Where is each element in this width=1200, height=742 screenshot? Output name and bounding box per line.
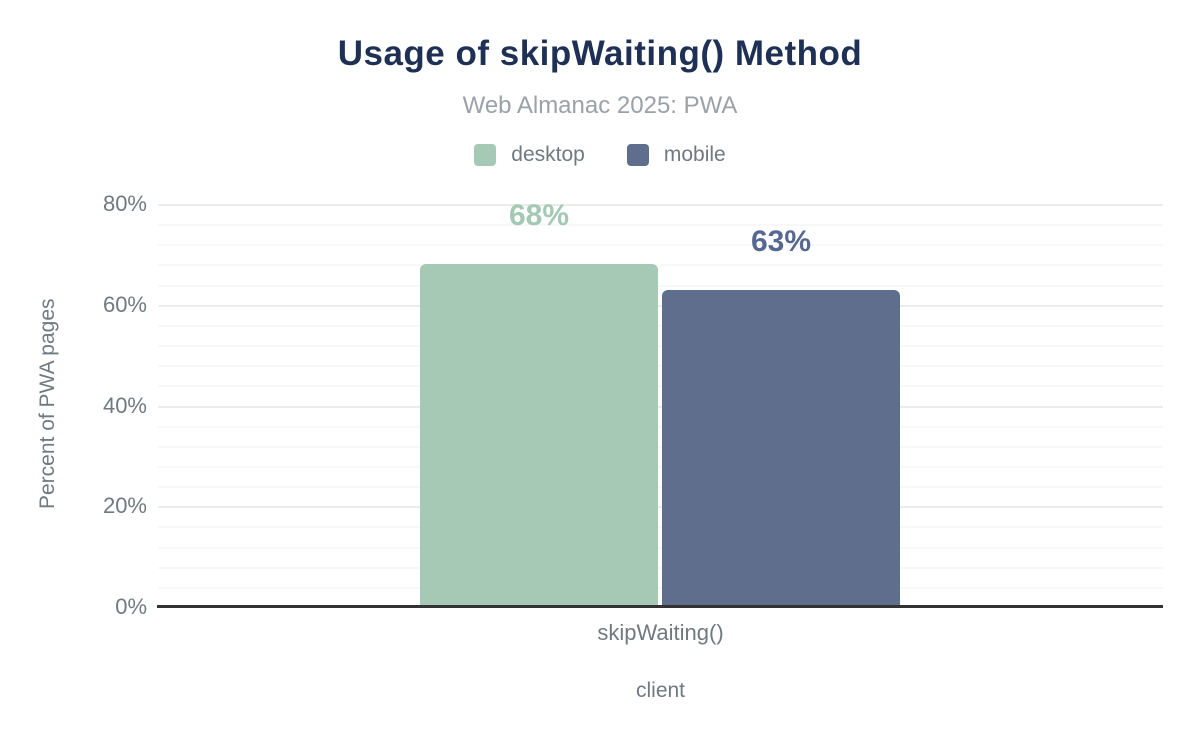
x-axis-title: client: [635, 679, 686, 702]
chart-title: Usage of skipWaiting() Method: [337, 34, 863, 73]
minor-gridline: [158, 445, 1163, 448]
chart-subtitle: Web Almanac 2025: PWA: [462, 92, 738, 119]
mobile-bar: [662, 290, 900, 607]
major-gridline: [158, 506, 1163, 509]
y-axis-tick-label: 80%: [102, 191, 147, 216]
legend-item-desktop: desktop: [474, 143, 585, 167]
minor-gridline: [158, 324, 1163, 327]
y-axis-tick-label: 20%: [102, 493, 147, 519]
x-axis-line: [157, 605, 1163, 608]
legend-label-desktop: desktop: [511, 143, 585, 166]
y-axis-title: Percent of PWA pages: [36, 298, 59, 510]
minor-gridline: [158, 284, 1163, 287]
minor-gridline: [158, 345, 1163, 348]
legend-item-mobile: mobile: [626, 143, 726, 167]
minor-gridline: [158, 365, 1163, 368]
major-gridline: [158, 304, 1163, 307]
y-axis-tick-label: 60%: [102, 291, 147, 317]
mobile-series-swatch-icon: [626, 144, 649, 166]
minor-gridline: [158, 244, 1163, 247]
minor-gridline: [158, 546, 1163, 549]
x-axis-tick-label: skipWaiting(): [597, 620, 724, 645]
major-gridline: [158, 204, 1163, 206]
y-axis-tick-label: 0%: [115, 594, 147, 619]
minor-gridline: [158, 586, 1163, 589]
minor-gridline: [158, 486, 1163, 489]
minor-gridline: [158, 385, 1163, 388]
desktop-bar: [420, 264, 658, 607]
mobile-value-label: 63%: [750, 225, 812, 258]
minor-gridline: [158, 526, 1163, 529]
minor-gridline: [158, 566, 1163, 569]
minor-gridline: [158, 224, 1163, 227]
y-axis-tick-label: 40%: [102, 392, 147, 418]
minor-gridline: [158, 264, 1163, 267]
legend-label-mobile: mobile: [663, 143, 726, 166]
minor-gridline: [158, 425, 1163, 428]
legend: desktop mobile: [0, 143, 1200, 167]
major-gridline: [158, 405, 1163, 408]
minor-gridline: [158, 465, 1163, 468]
plot-area: 68% 63%: [158, 200, 1163, 607]
desktop-value-label: 68%: [508, 199, 570, 232]
desktop-series-swatch-icon: [474, 144, 497, 166]
